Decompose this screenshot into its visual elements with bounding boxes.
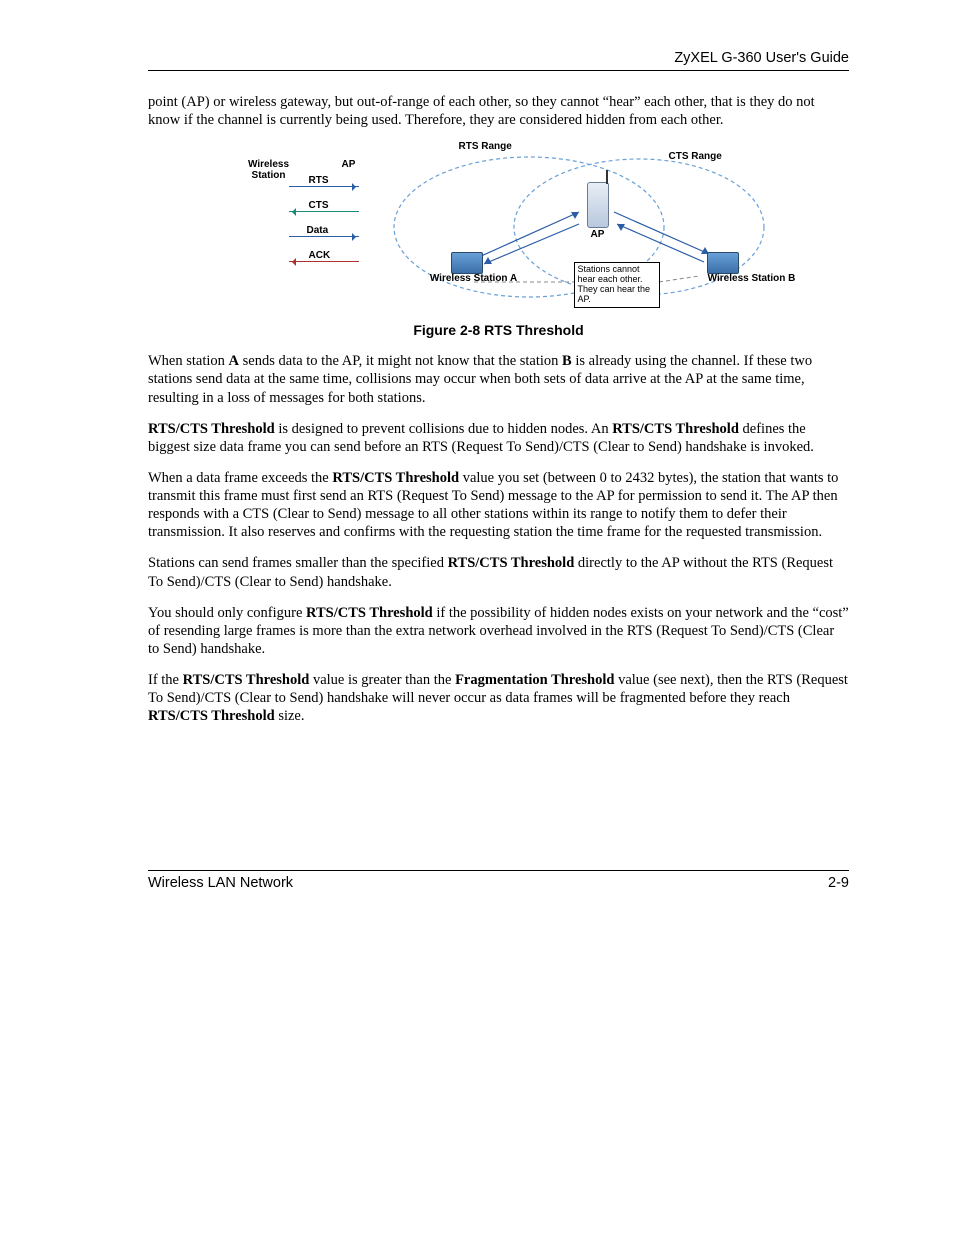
bold-threshold: RTS/CTS Threshold [148,708,275,724]
intro-paragraph: point (AP) or wireless gateway, but out-… [148,93,849,129]
label-station-b: Wireless Station B [697,274,807,285]
label-ap-short: AP [342,160,356,171]
label-station-a: Wireless Station A [424,274,524,285]
text: When station [148,353,229,369]
diagram: RTS Range CTS Range Wireless Station AP … [229,142,769,312]
seq-cts: CTS [309,200,329,211]
figure-rts-threshold: RTS Range CTS Range Wireless Station AP … [148,142,849,312]
label-ap: AP [591,230,605,241]
note-box: Stations cannot hear each other. They ca… [574,262,660,308]
label-wireless-station: Wireless Station [244,160,294,181]
label-rts-range: RTS Range [459,142,512,153]
ap-device-icon [587,182,609,228]
text: If the [148,672,183,688]
arrow-ack [289,261,359,262]
text: Stations can send frames smaller than th… [148,555,448,571]
text: You should only configure [148,605,306,621]
bold-B: B [562,353,572,369]
paragraph-2: When station A sends data to the AP, it … [148,352,849,406]
bold-threshold: RTS/CTS Threshold [612,421,739,437]
footer-right: 2-9 [828,875,849,891]
seq-rts: RTS [309,175,329,186]
paragraph-3: RTS/CTS Threshold is designed to prevent… [148,420,849,456]
footer-left: Wireless LAN Network [148,875,293,891]
station-b-icon [707,252,739,274]
paragraph-6: You should only configure RTS/CTS Thresh… [148,604,849,658]
text: value is greater than the [309,672,455,688]
text: sends data to the AP, it might not know … [239,353,562,369]
arrow-cts [289,211,359,212]
seq-ack: ACK [309,250,331,261]
ap-antenna-icon [606,170,608,184]
seq-data: Data [307,225,329,236]
header-rule [148,70,849,71]
text: is designed to prevent collisions due to… [275,421,613,437]
label-cts-range: CTS Range [669,152,722,163]
bold-threshold: RTS/CTS Threshold [183,672,310,688]
bold-frag: Fragmentation Threshold [455,672,614,688]
paragraph-5: Stations can send frames smaller than th… [148,554,849,590]
bold-threshold: RTS/CTS Threshold [306,605,433,621]
paragraph-4: When a data frame exceeds the RTS/CTS Th… [148,469,849,542]
text: size. [275,708,305,724]
page-footer: Wireless LAN Network 2-9 [148,870,849,891]
bold-A: A [229,353,239,369]
bold-threshold: RTS/CTS Threshold [332,470,459,486]
station-a-icon [451,252,483,274]
page-header: ZyXEL G-360 User's Guide [148,50,849,66]
footer-rule [148,870,849,871]
text: When a data frame exceeds the [148,470,332,486]
bold-threshold: RTS/CTS Threshold [448,555,575,571]
arrow-rts [289,186,359,187]
paragraph-7: If the RTS/CTS Threshold value is greate… [148,671,849,725]
bold-threshold: RTS/CTS Threshold [148,421,275,437]
figure-caption: Figure 2-8 RTS Threshold [148,322,849,338]
arrow-data [289,236,359,237]
